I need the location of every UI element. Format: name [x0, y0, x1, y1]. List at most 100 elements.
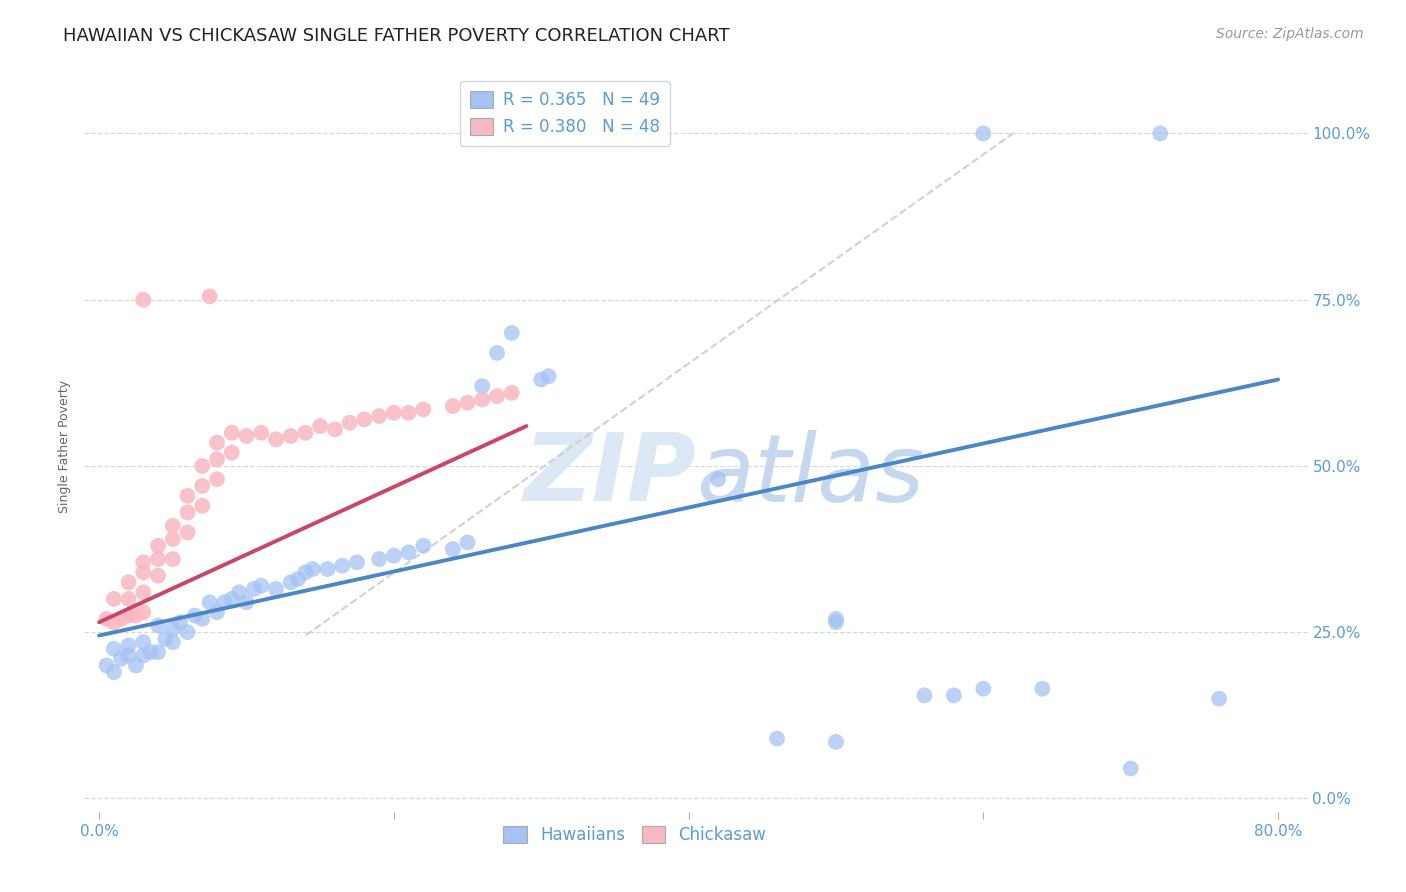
Point — [205, 435, 228, 450]
Point — [132, 293, 155, 307]
Point — [942, 689, 965, 703]
Point — [316, 562, 339, 576]
Point — [457, 396, 479, 410]
Point — [214, 595, 236, 609]
Point — [485, 389, 508, 403]
Point — [398, 545, 420, 559]
Point — [441, 542, 464, 557]
Point — [250, 425, 273, 440]
Point — [110, 652, 132, 666]
Legend: Hawaiians, Chickasaw: Hawaiians, Chickasaw — [496, 820, 773, 851]
Point — [309, 419, 332, 434]
Point — [368, 409, 391, 423]
Point — [96, 658, 118, 673]
Text: Source: ZipAtlas.com: Source: ZipAtlas.com — [1216, 27, 1364, 41]
Point — [146, 618, 169, 632]
Point — [117, 648, 139, 663]
Point — [205, 472, 228, 486]
Point — [191, 479, 214, 493]
Point — [441, 399, 464, 413]
Point — [155, 632, 177, 646]
Point — [707, 472, 730, 486]
Point — [110, 612, 132, 626]
Point — [117, 639, 139, 653]
Point — [162, 532, 184, 546]
Point — [205, 452, 228, 467]
Point — [132, 605, 155, 619]
Point — [825, 612, 848, 626]
Point — [162, 552, 184, 566]
Point — [221, 591, 243, 606]
Point — [368, 552, 391, 566]
Point — [162, 518, 184, 533]
Point — [125, 658, 148, 673]
Point — [146, 552, 169, 566]
Point — [117, 591, 139, 606]
Point — [235, 595, 257, 609]
Point — [264, 582, 287, 596]
Point — [301, 562, 323, 576]
Point — [235, 429, 257, 443]
Point — [280, 429, 302, 443]
Point — [323, 422, 346, 436]
Point — [972, 681, 994, 696]
Point — [280, 575, 302, 590]
Point — [198, 289, 221, 303]
Point — [117, 608, 139, 623]
Point — [1208, 691, 1230, 706]
Point — [766, 731, 789, 746]
Point — [176, 525, 198, 540]
Point — [117, 575, 139, 590]
Point — [287, 572, 309, 586]
Point — [825, 615, 848, 630]
Point — [330, 558, 353, 573]
Point — [353, 412, 375, 426]
Point — [103, 641, 125, 656]
Point — [382, 406, 405, 420]
Point — [1031, 681, 1053, 696]
Point — [132, 635, 155, 649]
Point — [537, 369, 560, 384]
Point — [912, 689, 935, 703]
Text: atlas: atlas — [696, 430, 924, 521]
Point — [162, 635, 184, 649]
Point — [176, 506, 198, 520]
Point — [146, 539, 169, 553]
Text: HAWAIIAN VS CHICKASAW SINGLE FATHER POVERTY CORRELATION CHART: HAWAIIAN VS CHICKASAW SINGLE FATHER POVE… — [63, 27, 730, 45]
Point — [132, 585, 155, 599]
Point — [228, 585, 250, 599]
Point — [103, 615, 125, 630]
Point — [103, 591, 125, 606]
Point — [96, 612, 118, 626]
Point — [501, 385, 523, 400]
Point — [132, 648, 155, 663]
Point — [132, 555, 155, 569]
Point — [191, 458, 214, 473]
Point — [972, 127, 994, 141]
Point — [294, 566, 316, 580]
Point — [221, 425, 243, 440]
Point — [169, 615, 191, 630]
Point — [530, 372, 553, 386]
Point — [339, 416, 361, 430]
Point — [191, 612, 214, 626]
Point — [346, 555, 368, 569]
Text: ZIP: ZIP — [523, 429, 696, 521]
Point — [412, 539, 434, 553]
Point — [382, 549, 405, 563]
Point — [146, 568, 169, 582]
Point — [243, 582, 266, 596]
Point — [412, 402, 434, 417]
Point — [471, 379, 494, 393]
Point — [825, 735, 848, 749]
Point — [139, 645, 162, 659]
Point — [146, 645, 169, 659]
Point — [176, 489, 198, 503]
Point — [294, 425, 316, 440]
Point — [176, 625, 198, 640]
Point — [471, 392, 494, 407]
Point — [205, 605, 228, 619]
Point — [198, 595, 221, 609]
Point — [457, 535, 479, 549]
Y-axis label: Single Father Poverty: Single Father Poverty — [58, 379, 72, 513]
